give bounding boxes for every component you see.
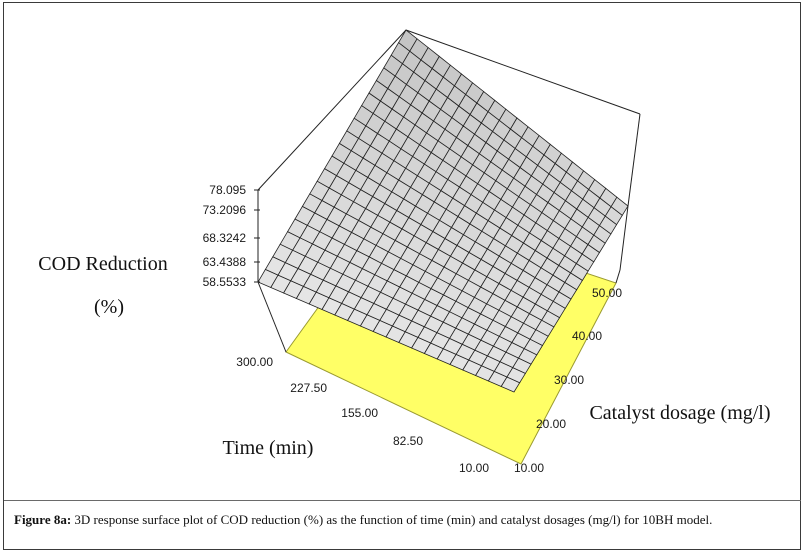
y-tick-label: 30.00 (554, 373, 584, 387)
x-tick-label: 82.50 (393, 434, 423, 448)
x-axis-title: Time (min) (223, 437, 314, 459)
figure-caption: Figure 8a: 3D response surface plot of C… (14, 512, 712, 528)
z-tick-label: 73.2096 (203, 203, 247, 217)
surface-cell (610, 196, 629, 216)
z-tick-label: 58.5533 (203, 275, 247, 289)
y-tick-label: 10.00 (514, 461, 544, 475)
x-tick-label: 155.00 (341, 406, 378, 420)
surface-plot: 78.095 73.2096 68.3242 63.4388 58.5533 300.00… (38, 29, 771, 475)
axis-ticks: 78.095 73.2096 68.3242 63.4388 58.5533 300.00… (203, 183, 623, 475)
caption-text: 3D response surface plot of COD reductio… (71, 512, 713, 527)
x-tick-label: 10.00 (459, 461, 489, 475)
x-tick-label: 300.00 (236, 355, 273, 369)
box-edge-5 (619, 205, 629, 271)
z-axis-title: COD Reduction (38, 253, 167, 275)
x-tick-label: 227.50 (290, 381, 327, 395)
box-edge-2 (257, 29, 407, 191)
y-tick-label: 50.00 (592, 286, 622, 300)
y-tick-label: 20.00 (536, 417, 566, 431)
figure-frame (3, 2, 801, 550)
z-tick-label: 63.4388 (203, 255, 247, 269)
box-edge-0 (405, 29, 641, 115)
caption-divider (4, 500, 801, 501)
box-edge-1 (627, 113, 641, 207)
bounding-box (257, 29, 641, 353)
box-edge-4 (257, 281, 287, 353)
y-axis-title: Catalyst dosage (mg/l) (589, 402, 770, 424)
response-surface (257, 29, 629, 393)
box-edge-6 (615, 269, 621, 284)
y-tick-label: 40.00 (572, 329, 602, 343)
figure-number: Figure 8a: (14, 512, 72, 527)
z-tick-label: 78.095 (209, 183, 246, 197)
z-tick-label: 68.3242 (203, 231, 247, 245)
z-axis-unit: (%) (94, 296, 124, 318)
